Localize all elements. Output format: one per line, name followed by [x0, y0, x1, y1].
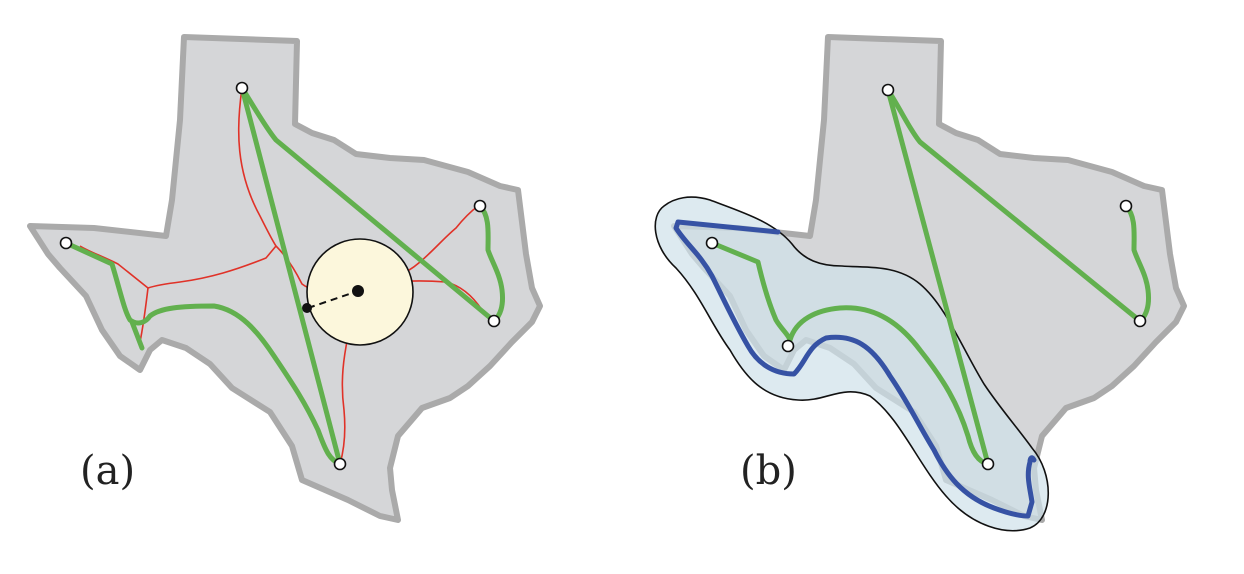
skeleton-line	[79, 245, 149, 289]
dashed-radius	[307, 290, 359, 309]
skeleton-line	[139, 287, 149, 343]
vertex	[1133, 314, 1147, 328]
route-path	[239, 85, 497, 324]
vertex	[705, 236, 719, 250]
region-outline	[27, 34, 543, 523]
vertex	[1119, 199, 1133, 213]
vertex	[235, 81, 249, 95]
vertex	[487, 314, 501, 328]
route-path	[709, 240, 991, 467]
panel-a: (a)	[27, 34, 543, 523]
buffer-region	[654, 196, 1049, 532]
route-path	[239, 85, 343, 467]
route-paths	[709, 87, 1151, 467]
panel-b: (b)	[654, 34, 1187, 532]
projected-point	[302, 303, 312, 313]
blue-boundary	[673, 219, 1037, 519]
vertex	[781, 339, 795, 353]
vertex	[881, 83, 895, 97]
route-paths	[63, 85, 505, 467]
panel-label: (b)	[740, 448, 797, 494]
route-path	[129, 319, 145, 351]
route-path	[1123, 203, 1151, 324]
vertex	[59, 236, 73, 250]
vertex	[473, 199, 487, 213]
panel-label: (a)	[80, 448, 135, 494]
vertices	[59, 81, 501, 471]
disk-center	[352, 285, 364, 297]
vertex	[981, 457, 995, 471]
route-path	[477, 203, 505, 324]
skeleton-line	[147, 245, 277, 289]
route-path	[885, 87, 991, 467]
route-path	[63, 240, 343, 467]
route-path	[885, 87, 1143, 324]
skeleton-line	[237, 87, 277, 247]
vertices	[705, 83, 1147, 471]
vertex	[333, 457, 347, 471]
